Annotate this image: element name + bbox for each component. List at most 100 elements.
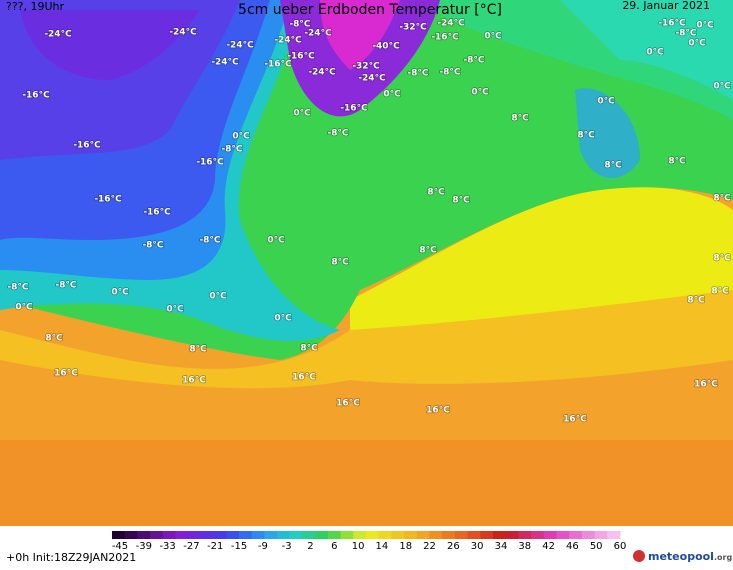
- colorbar-tick-label: 2: [307, 541, 313, 552]
- temperature-label: 0°C: [688, 39, 706, 49]
- temperature-label: -16°C: [73, 141, 101, 151]
- colorbar-tick-label: 46: [566, 541, 579, 552]
- colorbar-tick-label: 42: [542, 541, 555, 552]
- temperature-label: 8°C: [419, 246, 437, 256]
- temperature-label: -8°C: [7, 283, 28, 293]
- colorbar-segment: [213, 531, 227, 539]
- temperature-label: -16°C: [264, 60, 292, 70]
- colorbar-tick-label: 50: [590, 541, 603, 552]
- init-time: +0h Init:18Z29JAN2021: [6, 551, 136, 564]
- colorbar-segment: [251, 531, 265, 539]
- colorbar-segment: [150, 531, 164, 539]
- colorbar-tick-label: -33: [159, 541, 175, 552]
- colorbar-tick-label: -39: [136, 541, 152, 552]
- colorbar-tick-label: 60: [614, 541, 627, 552]
- colorbar-segment: [264, 531, 278, 539]
- colorbar-segment: [200, 531, 215, 539]
- colorbar: -45 -39 -33 -27 -21 -15 -9 -3 2 6 10 14 18 22 26 30 34 38…: [112, 531, 627, 552]
- colorbar-segment: [366, 531, 380, 539]
- temperature-label: 16°C: [54, 369, 78, 379]
- temperature-label: -24°C: [437, 19, 465, 29]
- temperature-label: -16°C: [196, 158, 224, 168]
- colorbar-segment: [112, 531, 126, 539]
- temperature-label: -40°C: [372, 42, 400, 52]
- logo-suffix: .org: [714, 553, 732, 562]
- map-background: [0, 0, 733, 526]
- temperature-label: -16°C: [22, 91, 50, 101]
- header-run: ???, 19Uhr: [6, 0, 65, 13]
- colorbar-segment: [404, 531, 418, 539]
- temperature-label: 8°C: [331, 258, 349, 268]
- temperature-label: -16°C: [658, 19, 686, 29]
- temperature-label: -8°C: [199, 236, 220, 246]
- colorbar-segment: [277, 531, 291, 539]
- temperature-label: 8°C: [511, 114, 529, 124]
- colorbar-segment: [467, 531, 481, 539]
- colorbar-tick-label: 30: [471, 541, 484, 552]
- colorbar-segment: [594, 531, 608, 539]
- colorbar-segment: [378, 531, 392, 539]
- colorbar-segment: [569, 531, 583, 539]
- colorbar-tick-label: 34: [495, 541, 508, 552]
- temperature-label: 0°C: [713, 82, 731, 92]
- colorbar-segment: [442, 531, 456, 539]
- temperature-label: -8°C: [221, 145, 242, 155]
- temperature-label: -16°C: [94, 195, 122, 205]
- colorbar-segment: [188, 531, 202, 539]
- temperature-label: 8°C: [604, 161, 622, 171]
- temperature-label: 0°C: [484, 32, 502, 42]
- temperature-label: -8°C: [55, 281, 76, 291]
- colorbar-tick-label: -9: [258, 541, 268, 552]
- temperature-label: -8°C: [439, 68, 460, 78]
- temperature-label: -24°C: [308, 68, 336, 78]
- temperature-label: 0°C: [166, 305, 184, 315]
- colorbar-segment: [340, 531, 354, 539]
- temperature-label: -8°C: [463, 56, 484, 66]
- colorbar-segment: [480, 531, 494, 539]
- colorbar-tick-label: -3: [282, 541, 292, 552]
- colorbar-tick-label: 10: [352, 541, 365, 552]
- temperature-label: 8°C: [189, 345, 207, 355]
- temperature-label: 0°C: [293, 109, 311, 119]
- temperature-label: -16°C: [143, 208, 171, 218]
- colorbar-segment: [607, 531, 621, 539]
- header-date: 29. Januar 2021: [622, 0, 710, 12]
- colorbar-segment: [416, 531, 430, 539]
- map-title: 5cm ueber Erdboden Temperatur [°C]: [238, 2, 502, 18]
- temperature-label: -24°C: [169, 28, 197, 38]
- logo-name: meteopool: [648, 550, 714, 563]
- colorbar-segment: [302, 531, 316, 539]
- temperature-label: 8°C: [713, 194, 731, 204]
- colorbar-segment: [353, 531, 367, 539]
- colorbar-segment: [315, 531, 329, 539]
- colorbar-segment: [581, 531, 596, 539]
- colorbar-segment: [556, 531, 570, 539]
- temperature-label: 0°C: [383, 90, 401, 100]
- temperature-label: -32°C: [399, 23, 427, 33]
- colorbar-segment: [239, 531, 253, 539]
- colorbar-tick-label: 26: [447, 541, 460, 552]
- colorbar-segment: [162, 531, 176, 539]
- temperature-label: 8°C: [45, 334, 63, 344]
- colorbar-segment: [454, 531, 469, 539]
- temperature-label: 16°C: [563, 415, 587, 425]
- temperature-label: 0°C: [267, 236, 285, 246]
- temperature-label: -24°C: [211, 58, 239, 68]
- temperature-label: -8°C: [289, 20, 310, 30]
- temperature-label: -8°C: [327, 129, 348, 139]
- temperature-label: -24°C: [358, 74, 386, 84]
- temperature-label: 16°C: [292, 373, 316, 383]
- temperature-label: 8°C: [713, 254, 731, 264]
- logo-icon: [633, 550, 645, 562]
- temperature-label: 16°C: [182, 376, 206, 386]
- temperature-label: 0°C: [111, 288, 129, 298]
- temperature-label: 0°C: [209, 292, 227, 302]
- temperature-label: 8°C: [452, 196, 470, 206]
- temperature-label: 0°C: [471, 88, 489, 98]
- colorbar-tick-label: 14: [376, 541, 389, 552]
- colorbar-tick-label: 22: [423, 541, 436, 552]
- temperature-label: 8°C: [300, 344, 318, 354]
- temperature-label: 0°C: [646, 48, 664, 58]
- temperature-label: -24°C: [274, 36, 302, 46]
- temperature-label: -8°C: [675, 29, 696, 39]
